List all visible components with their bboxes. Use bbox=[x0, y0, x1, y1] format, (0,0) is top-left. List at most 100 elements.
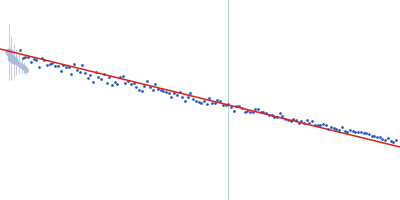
Point bbox=[30, 58, 37, 61]
Point bbox=[44, 63, 50, 67]
Point bbox=[293, 118, 299, 121]
Point bbox=[138, 90, 145, 93]
Point bbox=[260, 111, 267, 114]
Point bbox=[279, 114, 286, 117]
Point bbox=[49, 61, 56, 64]
Point bbox=[128, 83, 134, 86]
Point bbox=[163, 91, 169, 94]
Point bbox=[6, 50, 12, 54]
Point bbox=[112, 80, 118, 83]
Point bbox=[358, 131, 364, 134]
Point bbox=[52, 64, 58, 67]
Point bbox=[212, 101, 218, 104]
Point bbox=[276, 111, 283, 114]
Point bbox=[390, 140, 396, 143]
Point bbox=[179, 95, 186, 98]
Point bbox=[328, 125, 334, 129]
Point bbox=[171, 91, 177, 94]
Point bbox=[87, 73, 94, 77]
Point bbox=[271, 116, 278, 119]
Point bbox=[366, 133, 372, 136]
Point bbox=[333, 128, 340, 131]
Point bbox=[230, 110, 237, 113]
Point bbox=[325, 127, 332, 130]
Point bbox=[222, 103, 229, 106]
Point bbox=[160, 89, 166, 92]
Point bbox=[382, 139, 388, 142]
Point bbox=[41, 58, 48, 62]
Point bbox=[20, 57, 26, 60]
Point bbox=[233, 105, 240, 108]
Point bbox=[330, 126, 337, 129]
Point bbox=[220, 104, 226, 107]
Point bbox=[63, 66, 69, 69]
Point bbox=[204, 103, 210, 106]
Point bbox=[385, 137, 391, 140]
Point bbox=[84, 76, 91, 79]
Point bbox=[301, 121, 307, 125]
Point bbox=[74, 68, 80, 71]
Point bbox=[166, 92, 172, 95]
Point bbox=[320, 122, 326, 126]
Point bbox=[168, 95, 175, 99]
Point bbox=[114, 82, 120, 86]
Point bbox=[38, 56, 45, 60]
Point bbox=[350, 130, 356, 133]
Point bbox=[393, 138, 399, 141]
Point bbox=[258, 110, 264, 113]
Point bbox=[33, 59, 40, 62]
Point bbox=[158, 89, 164, 92]
Point bbox=[228, 106, 234, 109]
Point bbox=[339, 125, 345, 128]
Point bbox=[182, 100, 188, 103]
Point bbox=[352, 131, 359, 134]
Point bbox=[147, 86, 153, 89]
Point bbox=[376, 135, 383, 138]
Point bbox=[101, 72, 107, 75]
Point bbox=[374, 135, 380, 139]
Point bbox=[244, 109, 250, 112]
Point bbox=[342, 129, 348, 132]
Point bbox=[106, 75, 112, 78]
Point bbox=[103, 81, 110, 84]
Point bbox=[274, 115, 280, 118]
Point bbox=[28, 60, 34, 63]
Point bbox=[198, 101, 204, 104]
Point bbox=[306, 121, 313, 124]
Point bbox=[187, 92, 194, 95]
Point bbox=[174, 93, 180, 96]
Point bbox=[344, 130, 350, 133]
Point bbox=[296, 122, 302, 125]
Point bbox=[190, 98, 196, 101]
Point bbox=[8, 56, 14, 60]
Point bbox=[387, 139, 394, 142]
Point bbox=[92, 70, 99, 73]
Point bbox=[336, 128, 342, 132]
Point bbox=[266, 113, 272, 116]
Point bbox=[360, 132, 367, 135]
Point bbox=[10, 58, 17, 62]
Point bbox=[347, 129, 353, 132]
Point bbox=[117, 75, 123, 78]
Point bbox=[236, 105, 242, 108]
Point bbox=[57, 70, 64, 73]
Point bbox=[201, 100, 207, 103]
Point bbox=[247, 110, 253, 114]
Point bbox=[239, 107, 245, 110]
Point bbox=[130, 81, 137, 84]
Point bbox=[298, 119, 304, 122]
Point bbox=[125, 79, 132, 82]
Point bbox=[193, 99, 199, 103]
Point bbox=[255, 108, 261, 111]
Point bbox=[76, 71, 83, 74]
Point bbox=[206, 97, 212, 100]
Point bbox=[82, 71, 88, 74]
Point bbox=[144, 80, 150, 83]
Point bbox=[68, 72, 74, 76]
Point bbox=[55, 65, 61, 68]
Point bbox=[379, 137, 386, 140]
Point bbox=[176, 90, 183, 94]
Point bbox=[98, 77, 104, 80]
Point bbox=[368, 135, 375, 138]
Point bbox=[120, 75, 126, 78]
